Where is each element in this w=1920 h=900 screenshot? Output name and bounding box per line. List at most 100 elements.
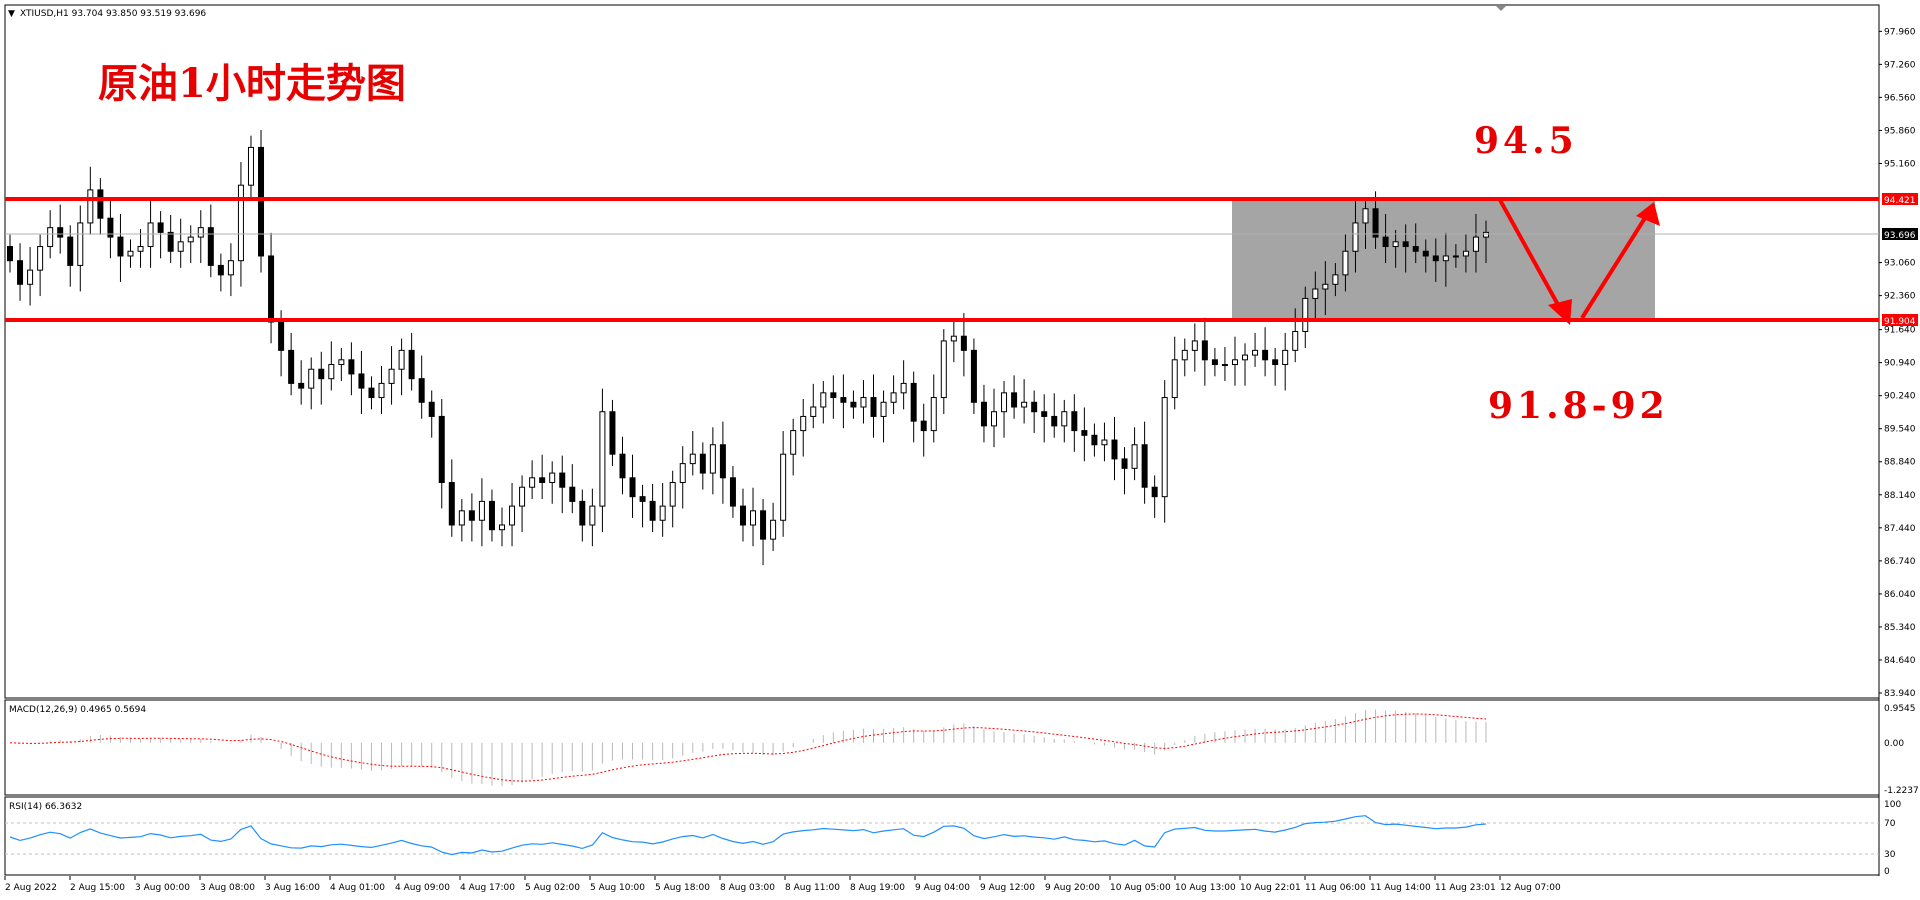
candles-group bbox=[7, 129, 1489, 566]
candle-body bbox=[1462, 250, 1469, 257]
candle-body bbox=[448, 482, 455, 526]
time-tick-label: 9 Aug 12:00 bbox=[980, 883, 1035, 893]
candle-body bbox=[7, 246, 13, 262]
candle-body bbox=[609, 411, 616, 455]
candle-body bbox=[97, 189, 104, 219]
price-tick-label: 93.060 bbox=[1884, 259, 1916, 269]
candle-body bbox=[278, 321, 285, 351]
time-tick-label: 2 Aug 15:00 bbox=[70, 883, 125, 893]
candle-body bbox=[639, 496, 646, 502]
candle-body bbox=[1282, 349, 1289, 366]
candle-body bbox=[1412, 246, 1419, 252]
candle-body bbox=[1231, 359, 1238, 366]
candle-body bbox=[1091, 434, 1098, 446]
candle-body bbox=[338, 359, 345, 366]
candle-body bbox=[509, 505, 516, 526]
support-price-label: 91.904 bbox=[1884, 317, 1916, 327]
macd-signal-line bbox=[9, 713, 1487, 782]
candle-body bbox=[709, 444, 716, 474]
time-tick-label: 8 Aug 11:00 bbox=[785, 883, 840, 893]
candle-body bbox=[599, 411, 606, 507]
candle-body bbox=[207, 227, 214, 266]
candle-body bbox=[1272, 359, 1279, 366]
candle-body bbox=[719, 444, 726, 479]
candle-body bbox=[629, 477, 636, 498]
candle-body bbox=[1061, 411, 1068, 427]
candle-body bbox=[478, 500, 485, 521]
up-arrowhead-icon bbox=[1636, 202, 1660, 226]
rsi-tick-30: 30 bbox=[1884, 850, 1896, 860]
candle-body bbox=[1111, 439, 1118, 460]
price-tick-label: 85.340 bbox=[1884, 623, 1916, 633]
macd-histogram bbox=[19, 709, 1487, 787]
candle-body bbox=[388, 368, 395, 384]
time-tick-label: 4 Aug 01:00 bbox=[330, 883, 385, 893]
time-tick-label: 3 Aug 00:00 bbox=[135, 883, 190, 893]
rsi-label: RSI(14) 66.3632 bbox=[9, 802, 82, 812]
candle-body bbox=[1392, 241, 1399, 248]
candle-body bbox=[1372, 208, 1379, 238]
candle-body bbox=[1342, 250, 1349, 276]
candle-body bbox=[368, 387, 375, 399]
title-annotation: 原油1小时走势图 bbox=[98, 60, 406, 107]
candle-body bbox=[348, 359, 355, 375]
candle-body bbox=[237, 184, 244, 262]
time-tick-label: 4 Aug 09:00 bbox=[395, 883, 450, 893]
macd-panel[interactable] bbox=[4, 699, 1880, 796]
price-tick-label: 96.560 bbox=[1884, 93, 1916, 103]
candle-body bbox=[1332, 274, 1339, 285]
candle-body bbox=[398, 349, 405, 370]
candle-body bbox=[830, 392, 837, 399]
price-tick-label: 92.360 bbox=[1884, 292, 1916, 302]
candle-body bbox=[1362, 208, 1369, 224]
dropdown-arrow-icon[interactable]: ▼ bbox=[8, 9, 15, 19]
time-tick-label: 8 Aug 19:00 bbox=[850, 883, 905, 893]
price-tick-label: 89.540 bbox=[1884, 425, 1916, 435]
time-axis[interactable]: 2 Aug 2022 2 Aug 15:00 3 Aug 00:00 3 Aug 08… bbox=[4, 876, 1561, 893]
chart-shift-marker-icon[interactable] bbox=[1496, 6, 1506, 11]
support-price-tag bbox=[1882, 314, 1918, 326]
price-tick-label: 88.140 bbox=[1884, 491, 1916, 501]
candle-body bbox=[1312, 288, 1319, 299]
resistance-price-label: 94.421 bbox=[1884, 196, 1916, 206]
time-tick-label: 9 Aug 04:00 bbox=[915, 883, 970, 893]
price-tick-label: 90.240 bbox=[1884, 392, 1916, 402]
current-price-tag bbox=[1882, 228, 1918, 240]
candle-body bbox=[860, 397, 867, 408]
rsi-panel[interactable] bbox=[4, 796, 1880, 876]
candle-body bbox=[157, 222, 164, 233]
candle-body bbox=[1051, 415, 1058, 427]
candle-body bbox=[1252, 349, 1259, 356]
time-tick-label: 10 Aug 05:00 bbox=[1110, 883, 1171, 893]
candle-body bbox=[1121, 458, 1128, 469]
candle-body bbox=[499, 524, 505, 531]
candle-body bbox=[1422, 250, 1429, 257]
time-tick-label: 2 Aug 2022 bbox=[5, 883, 57, 893]
macd-tick-zero: 0.00 bbox=[1884, 739, 1904, 749]
time-tick-label: 10 Aug 13:00 bbox=[1175, 883, 1236, 893]
candle-body bbox=[1472, 236, 1479, 252]
candle-body bbox=[770, 519, 777, 540]
candle-body bbox=[1382, 236, 1389, 248]
candle-body bbox=[67, 236, 74, 266]
price-axis[interactable]: 97.960 97.260 96.560 95.860 95.160 93.060 92.3… bbox=[1879, 27, 1916, 699]
resistance-price-tag bbox=[1882, 193, 1918, 205]
candle-body bbox=[1071, 411, 1078, 432]
time-tick-label: 10 Aug 22:01 bbox=[1240, 883, 1301, 893]
candle-body bbox=[1262, 349, 1269, 361]
candle-body bbox=[1483, 231, 1489, 238]
candle-body bbox=[549, 472, 556, 484]
candle-body bbox=[1141, 444, 1148, 488]
candle-body bbox=[669, 482, 676, 507]
candle-body bbox=[187, 236, 194, 243]
candle-body bbox=[1151, 486, 1158, 498]
candle-body bbox=[107, 217, 114, 238]
candle-body bbox=[117, 236, 124, 257]
upper-target-annotation: 94.5 bbox=[1474, 120, 1578, 162]
candle-body bbox=[197, 227, 204, 238]
candle-body bbox=[910, 382, 917, 422]
candle-body bbox=[1131, 444, 1138, 469]
candle-body bbox=[87, 189, 94, 224]
candle-body bbox=[1221, 364, 1228, 367]
